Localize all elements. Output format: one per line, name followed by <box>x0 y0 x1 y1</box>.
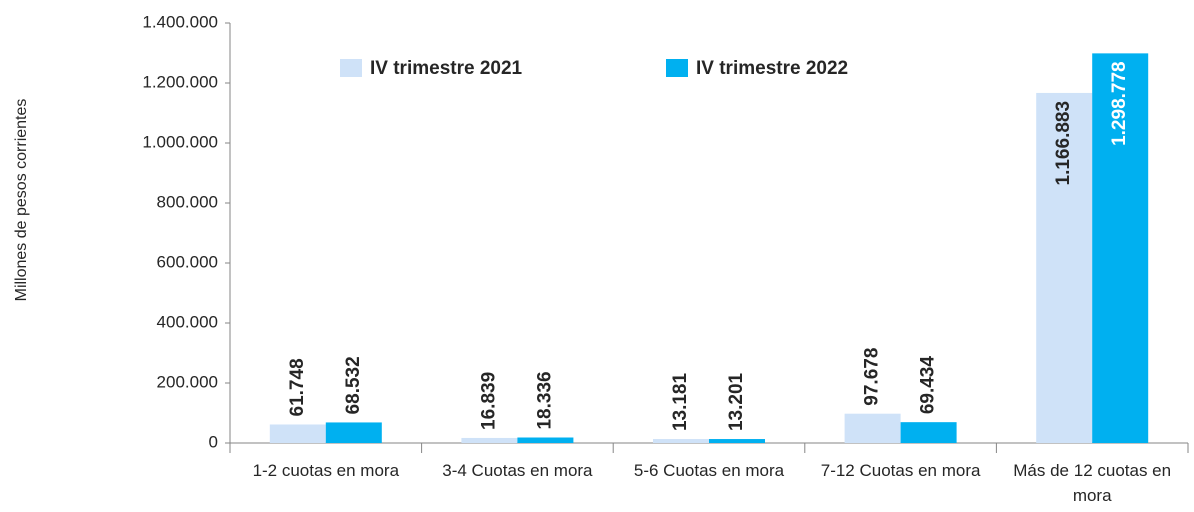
data-label: 1.298.778 <box>1109 61 1130 146</box>
bar <box>709 439 765 443</box>
y-tick-label: 200.000 <box>157 372 218 391</box>
data-label: 13.201 <box>726 372 747 431</box>
bar <box>653 439 709 443</box>
data-label: 1.166.883 <box>1053 101 1074 186</box>
bar <box>325 422 382 443</box>
y-tick-label: 1.000.000 <box>142 132 218 151</box>
y-tick-label: 800.000 <box>157 192 218 211</box>
x-tick-label: Más de 12 cuotas en mora <box>1013 461 1172 505</box>
bar <box>900 422 957 443</box>
y-tick-label: 1.200.000 <box>142 72 218 91</box>
y-axis-title: Millones de pesos corrientes <box>13 99 30 302</box>
legend-swatch <box>340 59 362 77</box>
data-label: 61.748 <box>287 358 308 416</box>
legend-label: IV trimestre 2021 <box>370 58 523 79</box>
y-tick-label: 400.000 <box>157 312 218 331</box>
x-tick-label: 7-12 Cuotas en mora <box>820 461 981 480</box>
data-label: 97.678 <box>862 348 883 406</box>
y-tick-label: 1.400.000 <box>142 12 218 31</box>
data-label: 13.181 <box>670 372 691 431</box>
bar <box>269 424 326 443</box>
x-tick-label: 1-2 cuotas en mora <box>252 461 400 480</box>
bar <box>461 437 518 443</box>
x-tick-label: 3-4 Cuotas en mora <box>442 461 593 480</box>
bar <box>844 413 901 443</box>
x-tick-label: 5-6 Cuotas en mora <box>633 461 785 480</box>
y-tick-label: 600.000 <box>157 252 218 271</box>
bar <box>1036 92 1093 444</box>
bar <box>517 437 574 443</box>
data-label: 18.336 <box>534 371 555 429</box>
y-tick-label: 0 <box>209 432 218 451</box>
bar <box>1092 53 1149 443</box>
legend-label: IV trimestre 2022 <box>696 58 848 79</box>
data-label: 68.532 <box>343 356 364 414</box>
legend-swatch <box>666 59 688 77</box>
data-label: 69.434 <box>918 356 939 415</box>
data-label: 16.839 <box>478 372 499 430</box>
